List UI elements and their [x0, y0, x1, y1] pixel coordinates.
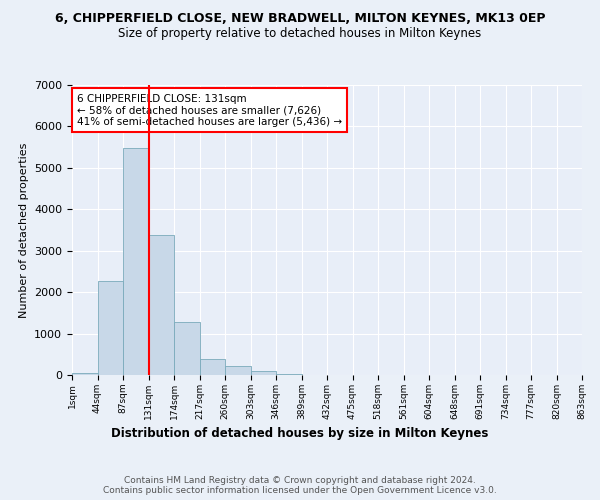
Text: Distribution of detached houses by size in Milton Keynes: Distribution of detached houses by size … — [112, 428, 488, 440]
Bar — [97, 281, 123, 375]
Text: 6 CHIPPERFIELD CLOSE: 131sqm
← 58% of detached houses are smaller (7,626)
41% of: 6 CHIPPERFIELD CLOSE: 131sqm ← 58% of de… — [77, 94, 342, 127]
Bar — [174, 322, 199, 375]
Bar — [251, 372, 276, 375]
Bar — [72, 373, 97, 375]
Bar — [149, 234, 174, 375]
Text: Contains HM Land Registry data © Crown copyright and database right 2024.
Contai: Contains HM Land Registry data © Crown c… — [103, 476, 497, 495]
Bar — [123, 148, 149, 375]
Bar — [276, 374, 302, 375]
Text: Size of property relative to detached houses in Milton Keynes: Size of property relative to detached ho… — [118, 28, 482, 40]
Bar — [199, 359, 225, 375]
Text: 6, CHIPPERFIELD CLOSE, NEW BRADWELL, MILTON KEYNES, MK13 0EP: 6, CHIPPERFIELD CLOSE, NEW BRADWELL, MIL… — [55, 12, 545, 26]
Y-axis label: Number of detached properties: Number of detached properties — [19, 142, 29, 318]
Bar — [225, 366, 251, 375]
